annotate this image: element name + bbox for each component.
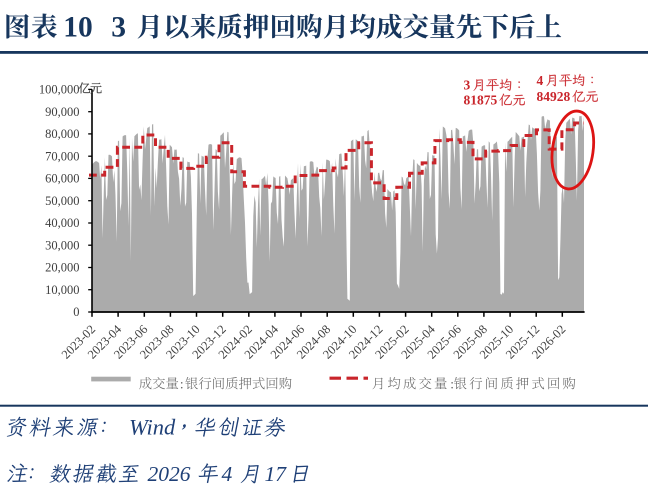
svg-text:100,000: 100,000 <box>39 83 80 97</box>
svg-text:90,000: 90,000 <box>45 105 79 119</box>
svg-text:60,000: 60,000 <box>45 172 79 186</box>
svg-text:70,000: 70,000 <box>45 149 79 163</box>
svg-text:20,000: 20,000 <box>45 261 79 275</box>
svg-text:10,000: 10,000 <box>45 283 79 297</box>
svg-text:84928: 84928 <box>537 89 571 104</box>
svg-text:0: 0 <box>73 305 79 319</box>
svg-text:17: 17 <box>265 462 288 486</box>
svg-text:3: 3 <box>464 78 471 93</box>
svg-text:3: 3 <box>111 11 126 43</box>
svg-text:4: 4 <box>537 73 544 88</box>
svg-text:80,000: 80,000 <box>45 127 79 141</box>
svg-text:30,000: 30,000 <box>45 238 79 252</box>
svg-text:2026: 2026 <box>148 462 191 486</box>
svg-text:40,000: 40,000 <box>45 216 79 230</box>
svg-text:10: 10 <box>63 11 92 43</box>
svg-text:Wind: Wind <box>129 415 176 440</box>
svg-text:4: 4 <box>222 462 233 486</box>
svg-text::: : <box>180 376 184 391</box>
svg-text:50,000: 50,000 <box>45 194 79 208</box>
svg-text:81875: 81875 <box>464 93 498 108</box>
svg-text::: : <box>450 376 454 391</box>
